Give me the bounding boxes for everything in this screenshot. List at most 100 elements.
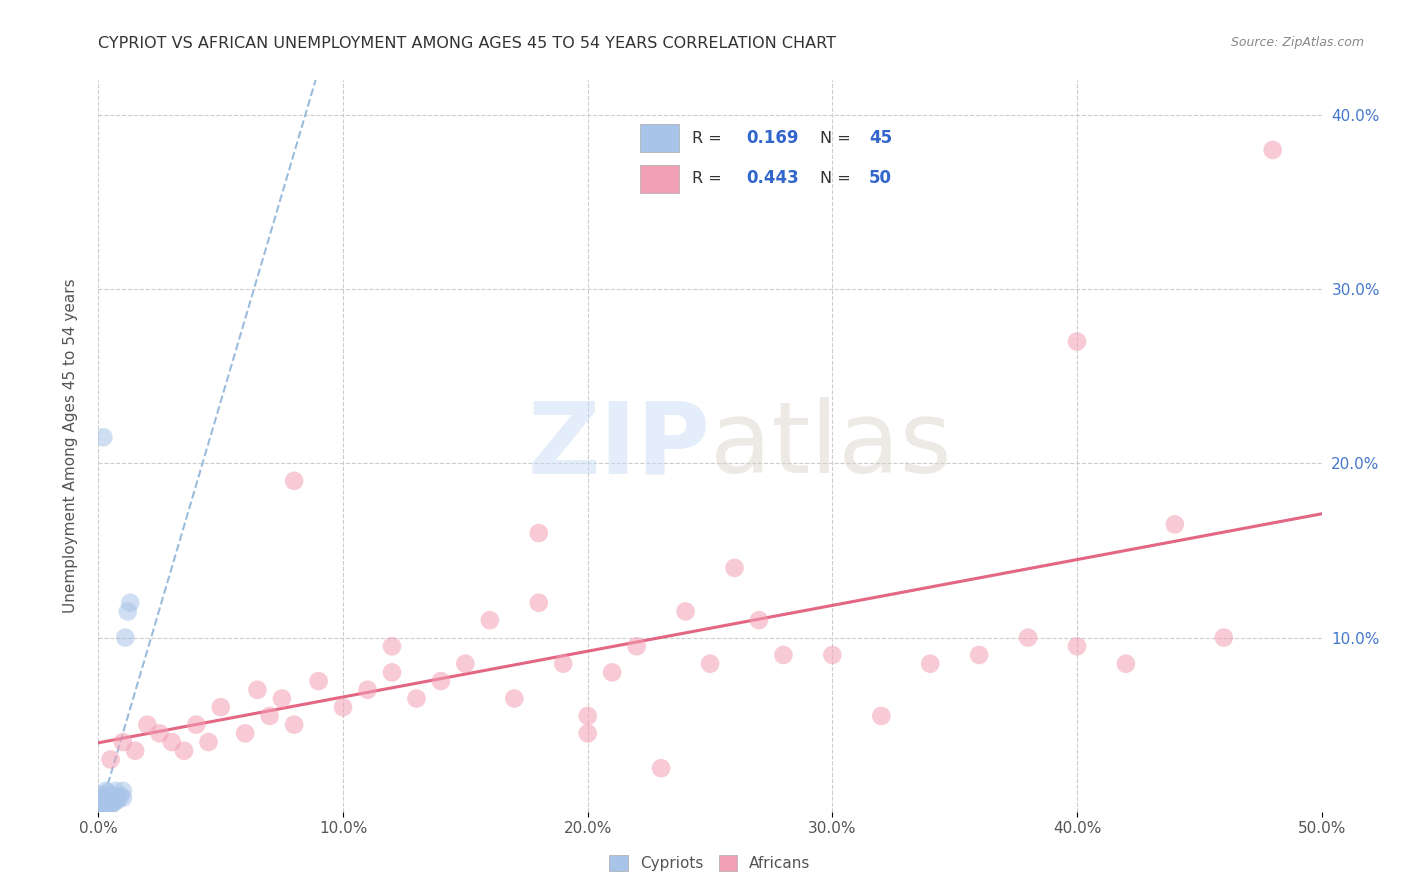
Point <box>186 717 208 731</box>
Point <box>405 691 427 706</box>
Text: Source: ZipAtlas.com: Source: ZipAtlas.com <box>1230 36 1364 49</box>
Point <box>527 596 550 610</box>
Point <box>626 640 648 654</box>
Point <box>576 726 599 740</box>
Point <box>91 801 114 815</box>
Point <box>94 784 117 798</box>
Point <box>1115 657 1137 671</box>
Point <box>209 700 232 714</box>
Point <box>94 797 117 812</box>
Point <box>100 789 122 803</box>
Point <box>1066 640 1088 654</box>
Point <box>104 789 127 803</box>
Point <box>91 787 114 801</box>
Point <box>233 726 256 740</box>
Point <box>772 648 794 662</box>
Point <box>600 665 623 680</box>
Point <box>283 717 305 731</box>
Point <box>160 735 183 749</box>
Point <box>97 792 120 806</box>
Point <box>90 799 112 814</box>
Point <box>100 794 122 808</box>
Point <box>124 744 146 758</box>
Point <box>90 796 112 810</box>
Point <box>430 674 453 689</box>
Point <box>87 805 110 819</box>
Point <box>94 789 117 803</box>
Point <box>1164 517 1187 532</box>
Y-axis label: Unemployment Among Ages 45 to 54 years: Unemployment Among Ages 45 to 54 years <box>63 278 77 614</box>
Point <box>308 674 330 689</box>
Point <box>748 613 770 627</box>
Point <box>90 803 112 817</box>
Point <box>920 657 942 671</box>
Point <box>270 691 294 706</box>
Point <box>100 797 122 812</box>
Point <box>101 796 124 810</box>
Point <box>259 709 281 723</box>
Point <box>381 665 404 680</box>
Point <box>111 735 134 749</box>
Point <box>381 640 404 654</box>
Point <box>91 796 114 810</box>
Point <box>478 613 501 627</box>
Point <box>97 786 120 800</box>
Point <box>94 799 117 814</box>
Point <box>723 561 745 575</box>
Point <box>97 796 120 810</box>
Point <box>94 794 117 808</box>
Point <box>821 648 844 662</box>
Point <box>90 801 112 815</box>
Point <box>197 735 219 749</box>
Point <box>553 657 575 671</box>
Point <box>1017 631 1039 645</box>
Point <box>120 596 142 610</box>
Point <box>699 657 721 671</box>
Text: CYPRIOT VS AFRICAN UNEMPLOYMENT AMONG AGES 45 TO 54 YEARS CORRELATION CHART: CYPRIOT VS AFRICAN UNEMPLOYMENT AMONG AG… <box>98 36 837 51</box>
Point <box>110 789 132 803</box>
Legend: Cypriots, Africans: Cypriots, Africans <box>603 849 817 877</box>
Point <box>576 709 599 723</box>
Point <box>104 784 127 798</box>
Point <box>101 790 124 805</box>
Point <box>650 761 672 775</box>
Point <box>104 794 127 808</box>
Point <box>136 717 159 731</box>
Point <box>356 682 378 697</box>
Point <box>111 790 134 805</box>
Point <box>283 474 305 488</box>
Point <box>1066 334 1088 349</box>
Point <box>967 648 990 662</box>
Point <box>117 604 139 618</box>
Point <box>173 744 195 758</box>
Point <box>97 789 120 803</box>
Point <box>246 682 269 697</box>
Point <box>94 792 117 806</box>
Text: ZIP: ZIP <box>527 398 710 494</box>
Point <box>97 799 120 814</box>
Point <box>91 792 114 806</box>
Point <box>91 430 114 444</box>
Point <box>90 794 112 808</box>
Point <box>454 657 477 671</box>
Point <box>111 784 134 798</box>
Point <box>149 726 172 740</box>
Point <box>503 691 526 706</box>
Point <box>332 700 354 714</box>
Point <box>870 709 893 723</box>
Point <box>94 801 117 815</box>
Point <box>90 797 112 812</box>
Point <box>107 792 129 806</box>
Point <box>91 803 114 817</box>
Point <box>1261 143 1284 157</box>
Point <box>675 604 697 618</box>
Point <box>94 796 117 810</box>
Point <box>91 797 114 812</box>
Point <box>91 794 114 808</box>
Point <box>100 752 122 766</box>
Point <box>91 790 114 805</box>
Point <box>527 526 550 541</box>
Text: atlas: atlas <box>710 398 952 494</box>
Point <box>114 631 136 645</box>
Point <box>91 799 114 814</box>
